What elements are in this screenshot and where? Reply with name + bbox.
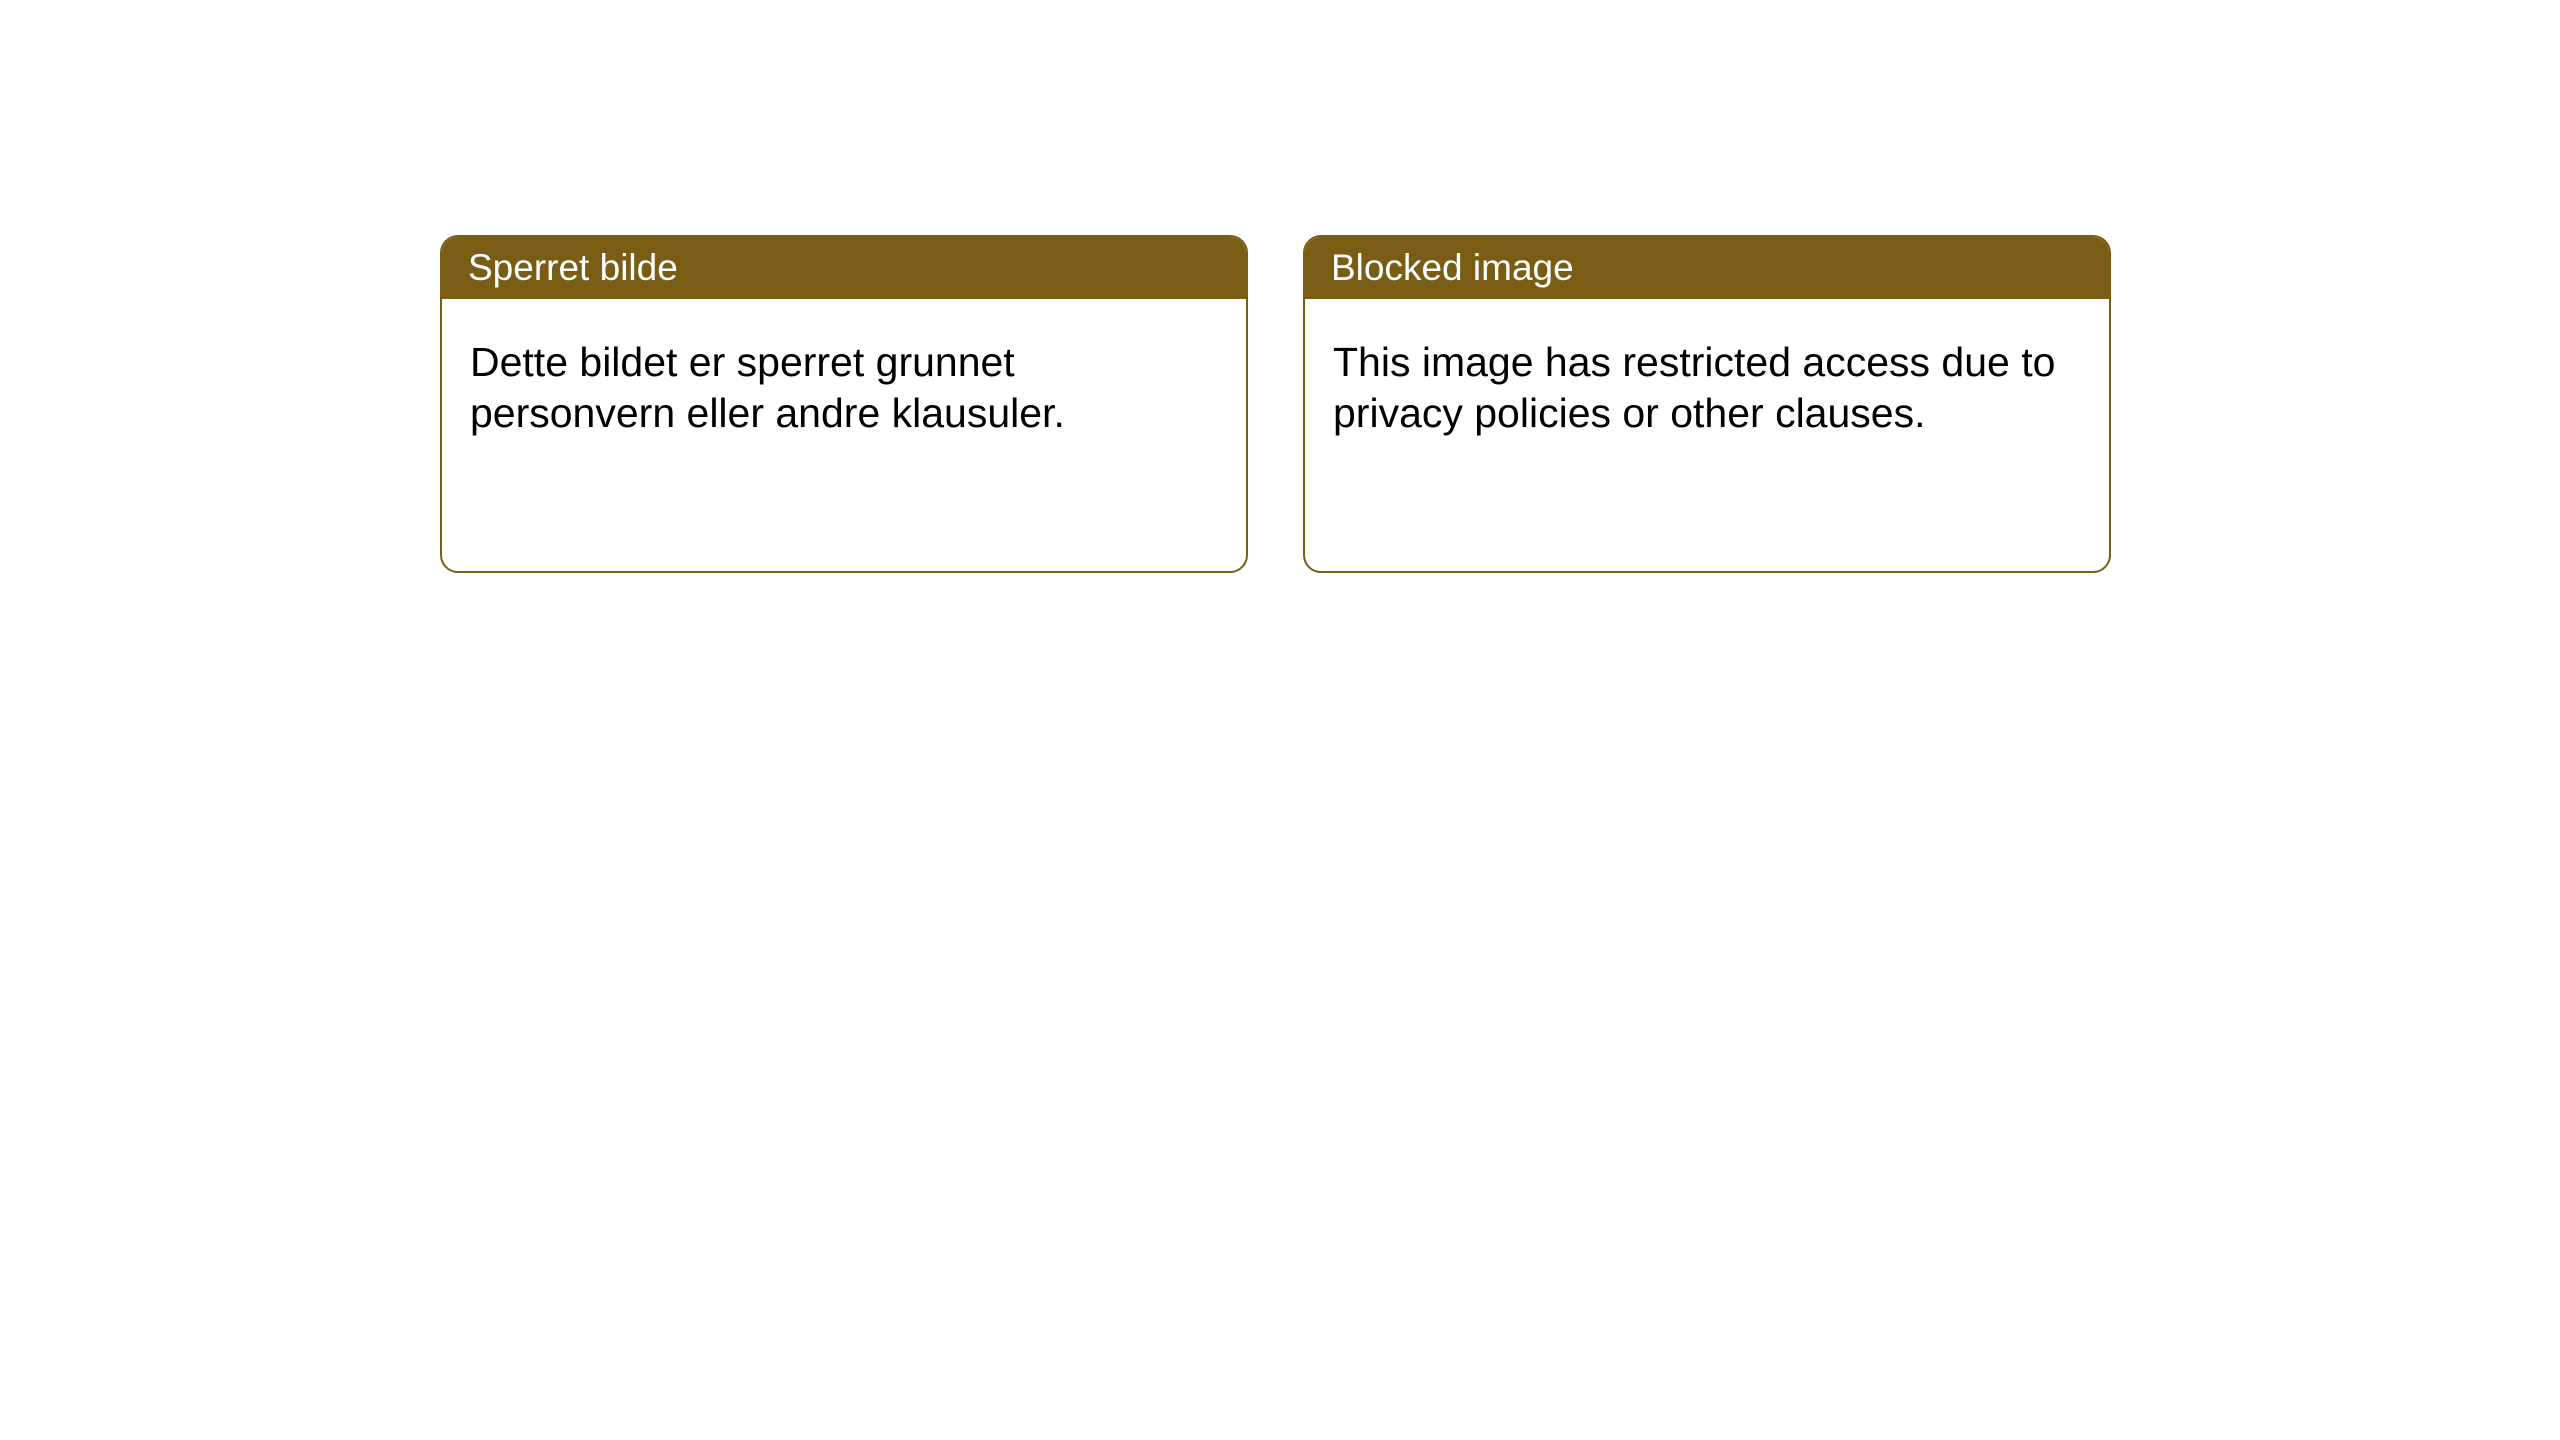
notice-body: This image has restricted access due to … (1305, 299, 2109, 571)
notice-header: Blocked image (1305, 237, 2109, 299)
notice-container: Sperret bilde Dette bildet er sperret gr… (440, 235, 2560, 573)
notice-body: Dette bildet er sperret grunnet personve… (442, 299, 1246, 571)
notice-card-english: Blocked image This image has restricted … (1303, 235, 2111, 573)
notice-header: Sperret bilde (442, 237, 1246, 299)
notice-card-norwegian: Sperret bilde Dette bildet er sperret gr… (440, 235, 1248, 573)
